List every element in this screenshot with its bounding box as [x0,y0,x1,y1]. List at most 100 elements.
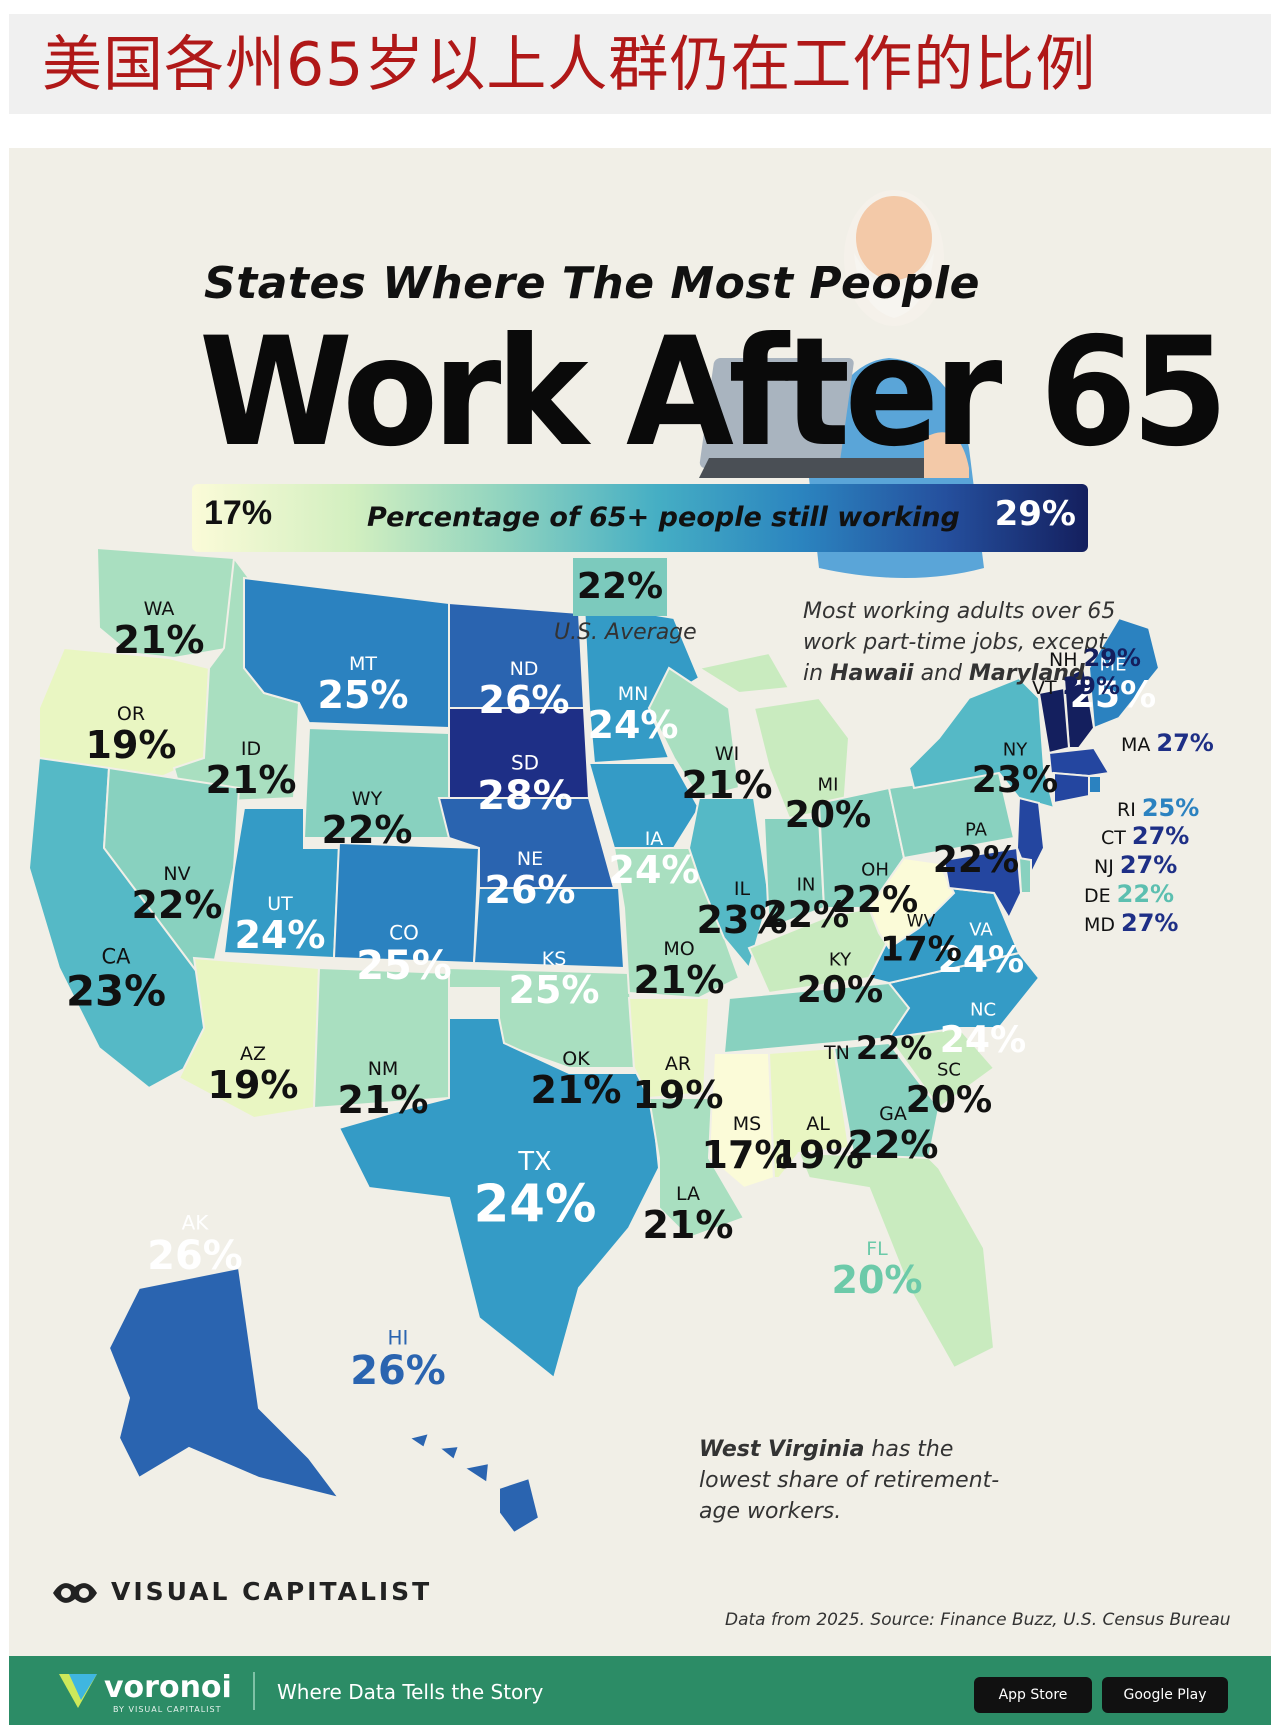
state-abbr: NJ [1094,856,1114,878]
state-label-az: AZ 19% [193,1043,313,1105]
state-label-ut: UT 24% [220,893,340,955]
state-label-wa: WA 21% [99,598,219,660]
state-label-nj: NJ 27% [1094,845,1177,885]
state-percentage: 25% [317,673,409,717]
state-percentage: 20% [784,793,872,836]
state-abbr: WY [351,788,383,810]
state-percentage: 22% [855,1029,933,1067]
state-percentage: 17% [880,929,962,969]
state-percentage: 25% [356,942,452,989]
color-legend: 17% Percentage of 65+ people still worki… [192,484,1088,552]
state-label-nv: NV 22% [117,863,237,925]
voronoi-footer: voronoi BY VISUAL CAPITALIST Where Data … [9,1656,1271,1725]
state-percentage: 20% [831,1258,923,1302]
state-label-ia: IA 24% [594,828,714,890]
state-wv [867,856,956,950]
state-abbr: CA [101,944,131,970]
state-percentage: 24% [234,913,326,957]
state-percentage: 29% [1083,644,1141,672]
state-percentage: 24% [939,1018,1027,1061]
state-label-in: IN 22% [749,875,863,934]
footer-tagline: Where Data Tells the Story [277,1680,544,1704]
state-percentage: 26% [484,868,576,912]
state-abbr: NY [1002,739,1028,761]
state-nc [886,951,1041,1040]
state-abbr: TX [518,1147,552,1177]
state-label-mo: MO 21% [619,938,739,1000]
state-percentage: 25% [508,968,600,1012]
us-average-label: U.S. Average [554,620,697,645]
state-percentage: 27% [1131,822,1190,850]
state-abbr: ND [509,658,539,680]
state-abbr: NV [163,863,191,885]
state-percentage: 23% [971,758,1059,801]
state-percentage: 21% [113,618,205,662]
state-percentage: 20% [796,968,884,1011]
state-percentage: 23% [65,966,167,1016]
state-percentage: 17% [701,1133,793,1177]
voronoi-logo-text: voronoi [104,1670,232,1705]
brand-name: VISUAL CAPITALIST [111,1577,433,1606]
state-abbr: MN [617,683,649,705]
state-abbr: NM [367,1058,399,1080]
state-ms [707,1052,776,1190]
state-label-ok: OK 21% [516,1048,636,1110]
state-abbr: WI [714,743,740,765]
state-percentage: 24% [937,938,1025,981]
state-abbr: NE [516,848,544,870]
state-percentage: 24% [608,848,700,892]
state-abbr: RI [1117,799,1136,821]
state-abbr: SC [936,1059,962,1081]
state-il [687,797,771,971]
state-abbr: FL [866,1238,888,1260]
state-abbr: UT [267,893,293,915]
legend-title: Percentage of 65+ people still working [367,502,960,533]
state-percentage: 26% [147,1232,243,1279]
state-abbr: GA [879,1103,907,1125]
state-label-nm: NM 21% [323,1058,443,1120]
state-label-me: ME 25% [1056,655,1170,714]
state-label-hi: HI 26% [335,1326,461,1391]
state-abbr: AK [181,1211,209,1235]
state-percentage: 22% [321,808,413,852]
state-label-mn: MN 24% [573,683,693,745]
state-percentage: 24% [587,703,679,747]
footer-divider [253,1672,255,1710]
state-label-md: MD 27% [1084,903,1178,943]
state-label-tn: TN 22% [824,1028,932,1068]
state-abbr: NH [1049,649,1078,671]
app-store-button[interactable]: App Store [974,1677,1092,1713]
chinese-title-banner [9,14,1271,114]
west-virginia-note: West Virginia has the lowest share of re… [699,1437,1000,1524]
state-label-co: CO 25% [341,921,467,986]
state-abbr: ME [1099,654,1127,676]
state-label-ms: MS 17% [687,1113,807,1175]
state-abbr: HI [387,1326,409,1350]
state-percentage: 21% [681,763,773,807]
state-percentage: 22% [932,838,1020,881]
part-time-note: Most working adults over 65 work part-ti… [803,599,1116,686]
state-label-ma: MA 27% [1121,723,1214,763]
state-percentage: 19% [632,1073,724,1117]
state-label-ri: RI 25% [1117,788,1199,828]
state-label-tx: TX 24% [454,1147,616,1231]
state-abbr: MA [1121,734,1151,756]
state-label-al: AL 19% [758,1113,878,1175]
state-vt [1037,686,1071,755]
state-percentage: 25% [1069,673,1157,716]
state-percentage: 19% [207,1063,299,1107]
state-abbr: KS [541,948,567,970]
voronoi-logo-subtext: BY VISUAL CAPITALIST [113,1705,222,1714]
google-play-button[interactable]: Google Play [1102,1677,1228,1713]
state-percentage: 19% [772,1133,864,1177]
state-percentage: 21% [633,958,725,1002]
visual-capitalist-logo-icon [53,1583,97,1603]
state-label-ne: NE 26% [470,848,590,910]
state-percentage: 21% [337,1078,429,1122]
state-label-nc: NC 24% [926,1000,1040,1059]
state-percentage: 21% [530,1068,622,1112]
state-percentage: 21% [642,1203,734,1247]
state-label-ak: AK 26% [132,1211,258,1276]
state-label-la: LA 21% [628,1183,748,1245]
main-title: Work After 65 [199,306,1228,480]
